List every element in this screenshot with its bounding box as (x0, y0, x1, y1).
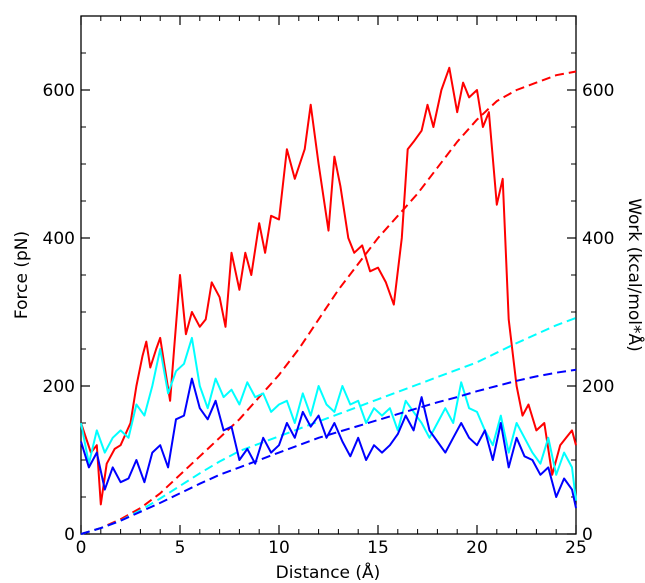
series-group (80, 66, 577, 535)
y-axis-title: Force (pN) (12, 231, 32, 319)
series-line-1 (80, 66, 577, 506)
y2-tick-label: 600 (582, 81, 614, 101)
y2-axis-title: Work (kcal/mol*Å) (624, 198, 645, 352)
series-line-6 (80, 368, 577, 535)
y2-tick-label: 0 (582, 525, 593, 545)
y-tick-label: 400 (43, 229, 75, 249)
y-tick-label: 600 (43, 81, 75, 101)
x-tick-label: 10 (268, 538, 290, 558)
x-tick-label: 0 (76, 538, 87, 558)
x-axis-title: Distance (Å) (276, 561, 381, 583)
x-tick-label: 25 (565, 538, 587, 558)
series-line-5 (80, 377, 577, 509)
series-line-3 (80, 336, 577, 501)
x-tick-label: 20 (466, 538, 488, 558)
y2-tick-label: 400 (582, 229, 614, 249)
series-line-4 (80, 316, 577, 535)
series-line-2 (80, 70, 577, 535)
y-tick-label: 0 (64, 525, 75, 545)
y2-tick-label: 200 (582, 377, 614, 397)
plot-frame (80, 15, 577, 535)
y-tick-label: 200 (43, 377, 75, 397)
x-tick-label: 15 (367, 538, 389, 558)
x-tick-label: 5 (175, 538, 186, 558)
